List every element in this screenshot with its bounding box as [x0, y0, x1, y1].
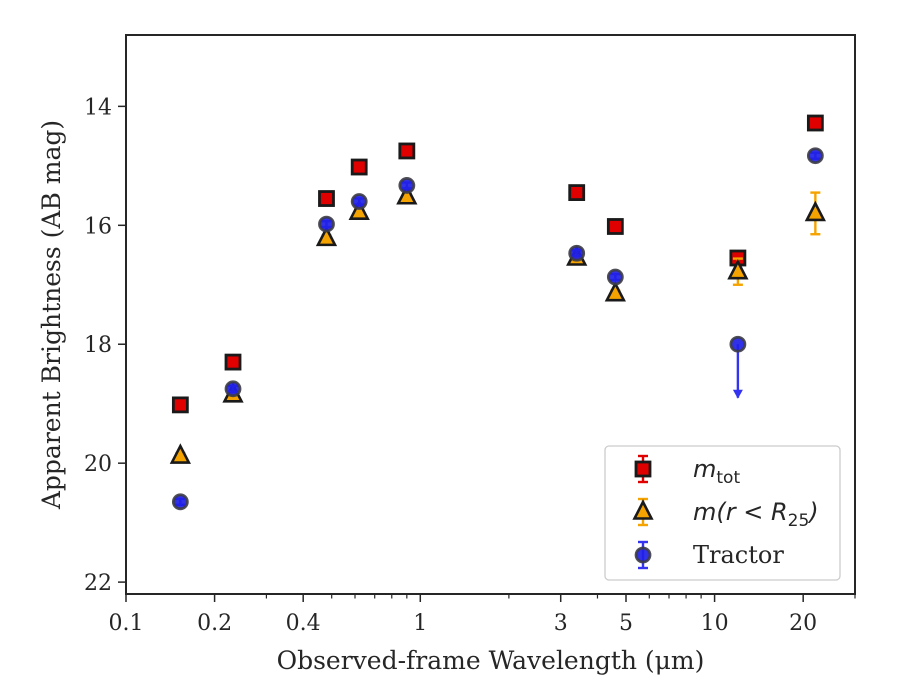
legend-label-main: m(r < R [693, 498, 788, 526]
marker-circle [568, 244, 586, 262]
series-mtot [171, 114, 824, 414]
y-tick-label: 20 [84, 452, 112, 477]
y-tick-label: 22 [84, 571, 112, 596]
marker-triangle [315, 225, 338, 247]
marker-triangle [348, 199, 370, 221]
data-point-mr25 [396, 183, 418, 205]
marker-square [606, 218, 624, 235]
marker-square [224, 353, 242, 371]
legend-marker-square [634, 460, 652, 478]
data-point-mtot [568, 184, 586, 201]
data-point-tractor [350, 193, 368, 210]
legend-label-subscript: 25 [788, 511, 810, 531]
legend-entry-mr25: m(r < R25) [632, 497, 819, 531]
legend-label-subscript: tot [716, 468, 740, 488]
data-points [169, 114, 826, 511]
marker-square [171, 396, 189, 414]
data-point-mtot [171, 396, 189, 414]
legend-marker-circle [634, 546, 652, 564]
marker-circle [398, 177, 416, 194]
marker-square [398, 142, 416, 160]
plot-frame [125, 34, 856, 595]
series-tractor [171, 147, 824, 511]
axis-ticks: 0.1 0.2 0.4 1 3 5 10 20 14 16 18 20 22 [84, 95, 856, 636]
marker-circle [806, 147, 824, 165]
data-point-tractor [568, 244, 586, 262]
marker-square [568, 184, 586, 201]
data-point-mtot [606, 218, 624, 235]
x-tick-label: 1 [413, 611, 427, 636]
y-tick-label: 16 [84, 214, 112, 239]
marker-triangle [604, 280, 626, 302]
y-axis-title: Apparent Brightness (AB mag) [37, 120, 66, 510]
data-point-mtot [224, 353, 242, 371]
x-axis-title: Observed-frame Wavelength (μm) [277, 646, 705, 675]
legend: mtot m(r < R25) Tractor [604, 445, 841, 581]
data-point-mtot [318, 190, 335, 207]
marker-triangle [396, 183, 418, 205]
marker-square [806, 114, 824, 132]
data-point-mr25 [604, 280, 626, 302]
upper-limit-arrowhead [732, 389, 743, 399]
marker-circle [318, 215, 335, 233]
marker-triangle [169, 443, 191, 464]
legend-label-main: m [693, 455, 716, 483]
data-point-tractor [606, 268, 624, 286]
legend-label: mtot [693, 455, 740, 488]
legend-label: Tractor [693, 541, 784, 569]
data-point-mr25 [727, 257, 749, 286]
data-point-tractor [224, 380, 242, 398]
y-tick-label: 14 [84, 95, 112, 120]
legend-label-end: ) [807, 498, 818, 526]
data-point-tractor [729, 335, 747, 399]
data-point-mtot [350, 158, 368, 176]
y-tick-label: 18 [84, 333, 112, 358]
data-point-mr25 [315, 225, 338, 247]
x-tick-label: 0.1 [109, 611, 144, 636]
x-tick-label: 5 [619, 611, 633, 636]
legend-label: m(r < R25) [693, 498, 819, 531]
marker-circle [729, 335, 747, 353]
marker-circle [171, 493, 189, 511]
x-tick-label: 20 [789, 611, 817, 636]
marker-square [318, 190, 335, 207]
marker-circle [224, 380, 242, 398]
data-point-tractor [171, 493, 189, 511]
marker-triangle [804, 200, 826, 222]
marker-square [350, 158, 368, 176]
data-point-mtot [806, 114, 824, 132]
data-point-tractor [806, 147, 824, 165]
data-point-mtot [398, 142, 416, 160]
marker-triangle [727, 258, 749, 280]
data-point-tractor [318, 215, 335, 233]
x-tick-label: 0.4 [286, 611, 321, 636]
legend-marker-triangle [632, 499, 654, 520]
marker-circle [606, 268, 624, 286]
data-point-tractor [398, 177, 416, 194]
legend-entry-tractor: Tractor [634, 540, 784, 570]
legend-entry-mtot: mtot [634, 454, 740, 488]
x-tick-label: 10 [701, 611, 729, 636]
x-tick-label: 0.2 [197, 611, 232, 636]
marker-circle [350, 193, 368, 210]
legend-box [604, 445, 841, 581]
data-point-mr25 [804, 191, 826, 236]
x-tick-label: 3 [554, 611, 568, 636]
data-point-mr25 [169, 443, 191, 464]
